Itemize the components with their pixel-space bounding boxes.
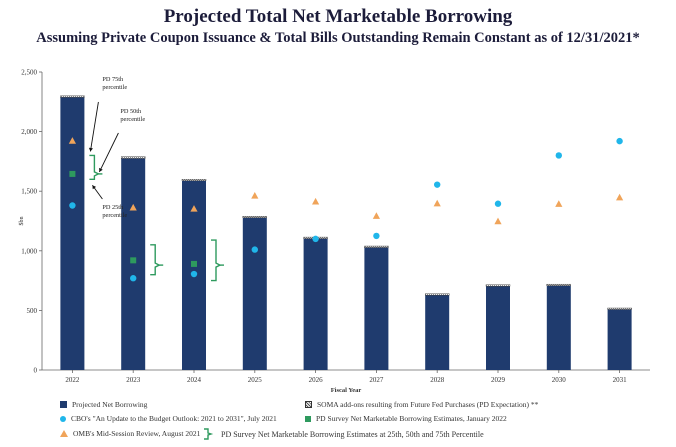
cbo-point bbox=[373, 232, 380, 240]
soma-addon-bar bbox=[546, 283, 571, 286]
x-tick-label: 2024 bbox=[187, 376, 202, 384]
x-tick-label: 2028 bbox=[430, 376, 445, 384]
x-axis-label: Fiscal Year bbox=[331, 387, 362, 394]
omb-point bbox=[433, 199, 441, 207]
y-tick-label: 500 bbox=[27, 307, 38, 315]
omb-point bbox=[494, 217, 502, 225]
cbo-point bbox=[434, 181, 441, 188]
omb-point bbox=[129, 203, 137, 211]
chart-subtitle: Assuming Private Coupon Issuance & Total… bbox=[36, 30, 640, 46]
soma-addon-bar bbox=[60, 95, 85, 98]
soma-addon-bar bbox=[242, 216, 268, 218]
omb-point bbox=[190, 205, 198, 212]
soma-addon-bar bbox=[607, 307, 632, 310]
soma-addon-bar bbox=[485, 284, 511, 287]
bar bbox=[242, 217, 267, 370]
cbo-point bbox=[555, 152, 562, 159]
x-tick-label: 2031 bbox=[613, 376, 628, 384]
y-tick-label: 1,500 bbox=[21, 188, 37, 196]
cbo-point bbox=[190, 270, 198, 278]
cbo-point bbox=[130, 275, 137, 282]
omb-point bbox=[555, 200, 563, 207]
omb-point bbox=[372, 212, 380, 219]
annotation-arrow bbox=[89, 101, 99, 152]
x-tick-label: 2030 bbox=[552, 376, 567, 384]
bar bbox=[364, 246, 389, 370]
y-tick-label: 2,000 bbox=[21, 128, 37, 136]
soma-addon-bar bbox=[425, 293, 450, 296]
cbo-point bbox=[616, 137, 623, 145]
percentile-brace bbox=[211, 239, 222, 282]
bar bbox=[303, 238, 328, 370]
soma-addon-bar bbox=[181, 179, 207, 181]
annotation-arrowhead bbox=[99, 167, 103, 172]
annotation-label: PD 75th percentile bbox=[102, 76, 127, 91]
soma-addon-bar bbox=[364, 245, 389, 248]
y-tick-label: 0 bbox=[34, 367, 38, 375]
x-tick-label: 2026 bbox=[309, 376, 324, 384]
annotation-label: PD 50th percentile bbox=[120, 108, 145, 123]
percentile-brace bbox=[150, 244, 161, 276]
annotation-arrowhead bbox=[88, 147, 93, 152]
y-tick-label: 1,000 bbox=[21, 247, 37, 255]
annotation-arrow bbox=[98, 132, 119, 173]
x-tick-label: 2023 bbox=[126, 376, 141, 384]
bar bbox=[546, 284, 571, 370]
bar-series bbox=[60, 95, 632, 371]
bar bbox=[425, 294, 450, 370]
annotation-arrowhead bbox=[92, 185, 97, 190]
x-tick-label: 2029 bbox=[491, 376, 506, 384]
percentile-brace bbox=[89, 154, 100, 180]
omb-point bbox=[312, 197, 320, 205]
annotation-label: PD 25th percentile bbox=[102, 204, 127, 219]
chart-title: Projected Total Net Marketable Borrowing bbox=[163, 6, 513, 27]
cbo-point bbox=[312, 235, 319, 243]
omb-point bbox=[68, 137, 76, 144]
omb-point bbox=[251, 191, 259, 199]
cbo-point bbox=[494, 200, 502, 207]
survey-point bbox=[69, 170, 76, 177]
bar bbox=[121, 158, 146, 370]
marker-series bbox=[68, 137, 624, 282]
omb-point bbox=[616, 193, 624, 201]
soma-addon-bar bbox=[120, 156, 146, 159]
annotations: PD 75th percentile PD 50th percentile PD 25t… bbox=[88, 76, 145, 219]
y-axis-label: $bn bbox=[18, 217, 25, 226]
survey-point bbox=[191, 260, 197, 267]
y-tick-label: 2,500 bbox=[21, 69, 37, 77]
cbo-point bbox=[69, 202, 76, 209]
bar bbox=[486, 285, 510, 370]
x-tick-label: 2025 bbox=[248, 376, 263, 384]
survey-point bbox=[130, 257, 137, 264]
bar bbox=[607, 308, 632, 370]
cbo-point bbox=[251, 246, 258, 253]
x-tick-label: 2027 bbox=[369, 376, 384, 384]
x-tick-label: 2022 bbox=[65, 376, 80, 384]
